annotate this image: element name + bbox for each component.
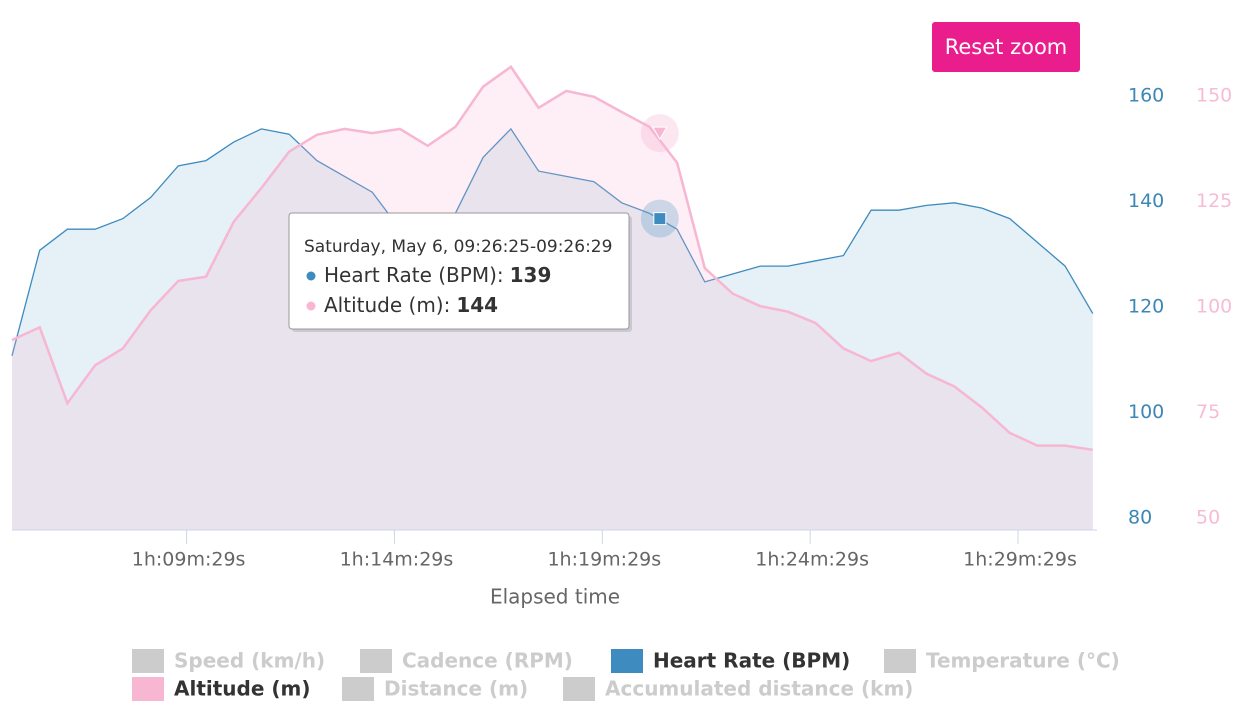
y2-tick-label: 125: [1196, 190, 1232, 212]
legend-swatch: [342, 677, 374, 701]
tooltip-header: Saturday, May 6, 09:26:25-09:26:29: [304, 237, 612, 257]
legend-swatch: [563, 677, 595, 701]
tooltip-dot: [306, 301, 316, 311]
x-tick-label: 1h:24m:29s: [755, 549, 869, 571]
tooltip-row: Altitude (m): 144: [324, 293, 498, 317]
series-line: [11, 65, 1093, 452]
x-tick-label: 1h:19m:29s: [547, 549, 661, 571]
legend-swatch: [132, 677, 164, 701]
x-tick-label: 1h:29m:29s: [963, 549, 1077, 571]
tooltip: Saturday, May 6, 09:26:25-09:26:29 Heart …: [288, 212, 632, 332]
x-axis-title: Elapsed time: [490, 585, 620, 609]
series-line: [11, 127, 1094, 356]
y2-tick-label: 50: [1196, 507, 1220, 529]
y2-tick-label: 75: [1196, 401, 1220, 423]
y-tick-label: 100: [1128, 401, 1164, 423]
legend-label[interactable]: Heart Rate (BPM): [653, 649, 850, 673]
hover-marker: [653, 212, 667, 226]
legend-label[interactable]: Cadence (RPM): [402, 649, 573, 673]
y-tick-label: 120: [1128, 295, 1164, 317]
tooltip-box: [288, 212, 630, 330]
legend-label[interactable]: Altitude (m): [174, 677, 311, 701]
legend-label[interactable]: Temperature (°C): [926, 649, 1120, 673]
legend-swatch: [132, 649, 164, 673]
x-tick-label: 1h:14m:29s: [340, 549, 454, 571]
hover-marker: [651, 126, 668, 141]
legend-label[interactable]: Distance (m): [384, 677, 528, 701]
legend-swatch: [360, 649, 392, 673]
y2-tick-label: 100: [1196, 295, 1232, 317]
y-tick-label: 80: [1128, 507, 1152, 529]
reset-zoom-button[interactable]: [932, 22, 1080, 72]
x-tick-label: 1h:09m:29s: [132, 549, 246, 571]
y-tick-label: 160: [1128, 84, 1164, 106]
legend-label[interactable]: Speed (km/h): [174, 649, 325, 673]
tooltip-value: 144: [456, 293, 498, 317]
y-tick-label: 140: [1128, 190, 1164, 212]
tooltip-value: 139: [510, 263, 552, 287]
tooltip-label: Altitude (m):: [324, 293, 450, 317]
tooltip-label: Heart Rate (BPM):: [324, 263, 504, 287]
legend-swatch: [611, 649, 643, 673]
tooltip-dot: [306, 271, 316, 281]
tooltip-row: Heart Rate (BPM): 139: [324, 263, 551, 287]
reset-zoom-label[interactable]: Reset zoom: [945, 35, 1068, 59]
legend-swatch: [884, 649, 916, 673]
y2-tick-label: 150: [1196, 84, 1232, 106]
legend-label[interactable]: Accumulated distance (km): [605, 677, 913, 701]
